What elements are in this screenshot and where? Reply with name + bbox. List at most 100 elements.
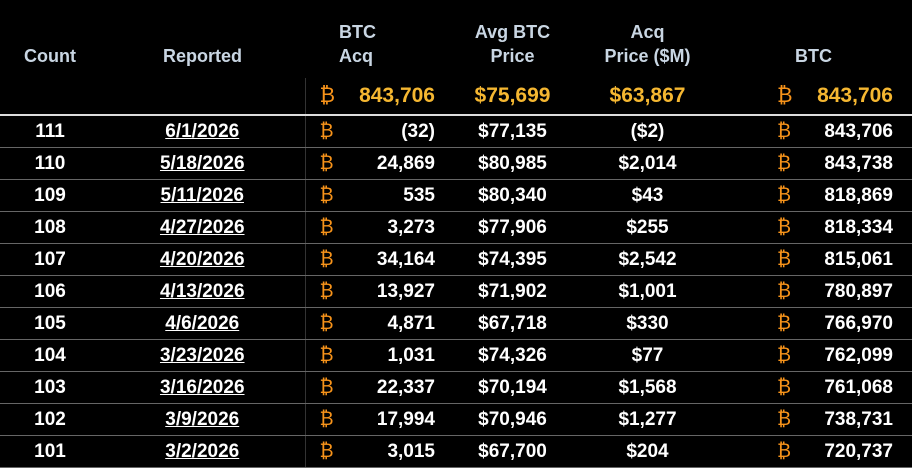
cell-content: ₿ 22,337 <box>320 377 436 399</box>
reported-cell: 4/20/2026 <box>100 243 305 276</box>
reported-link[interactable]: 5/11/2026 <box>160 184 244 206</box>
btc-symbol: ₿ <box>319 280 334 302</box>
avg-price-cell: $70,946 <box>445 403 580 436</box>
data-row: 110 5/18/2026 ₿ 24,869 $80,985 $2,014 ₿ 843,738 <box>0 147 912 180</box>
reported-link[interactable]: 4/6/2026 <box>165 312 240 334</box>
btc-cell: ₿ 720,737 <box>715 435 912 468</box>
count-cell: 111 <box>0 115 100 148</box>
reported-link[interactable]: 6/1/2026 <box>165 120 240 142</box>
btc-acq-cell: ₿ 17,994 <box>304 403 445 436</box>
btc-cell: ₿ 843,706 <box>715 115 912 148</box>
acq-price-cell: $1,001 <box>580 275 715 308</box>
btc-symbol: ₿ <box>777 216 792 238</box>
reported-link[interactable]: 3/23/2026 <box>159 344 245 366</box>
acq-price-cell: $77 <box>580 339 715 372</box>
reported-cell: 5/11/2026 <box>100 179 305 212</box>
btc-cell: ₿ 761,068 <box>715 371 912 404</box>
reported-link[interactable]: 3/9/2026 <box>165 408 240 430</box>
btc-cell: ₿ 843,738 <box>715 147 912 180</box>
cell-content: ₿ 17,994 <box>320 409 436 431</box>
reported-link[interactable]: 3/2/2026 <box>165 440 240 462</box>
btc-symbol: ₿ <box>777 376 792 398</box>
btc-symbol: ₿ <box>319 120 334 142</box>
avg-price-cell: $77,906 <box>445 211 580 244</box>
avg-price-cell: $77,135 <box>445 115 580 148</box>
btc-symbol: ₿ <box>777 440 792 462</box>
btc-acq: 3,015 <box>387 440 435 462</box>
count-cell: 109 <box>0 179 100 212</box>
btc-cell: ₿ 762,099 <box>715 339 912 372</box>
cell-content: ₿ 535 <box>320 185 436 207</box>
btc-acq: 34,164 <box>376 248 435 270</box>
btc-symbol: ₿ <box>319 408 334 430</box>
btc-acq: 4,871 <box>387 312 435 334</box>
btc-acq: 1,031 <box>387 344 435 366</box>
btc-total: 843,706 <box>824 120 893 142</box>
acq-price-cell: $1,277 <box>580 403 715 436</box>
btc-acq-cell: ₿ 24,869 <box>304 147 445 180</box>
reported-link[interactable]: 4/27/2026 <box>159 216 245 238</box>
reported-link[interactable]: 4/13/2026 <box>159 280 245 302</box>
acq-price-cell: $2,014 <box>580 147 715 180</box>
btc-acq: 13,927 <box>376 280 435 302</box>
btc-total: 761,068 <box>824 376 893 398</box>
avg-price-cell: $70,194 <box>445 371 580 404</box>
btc-symbol: ₿ <box>319 440 334 462</box>
acq-price-cell: $255 <box>580 211 715 244</box>
cell-content: ₿ 3,273 <box>320 217 436 239</box>
btc-acq: (32) <box>401 120 435 142</box>
btc-symbol: ₿ <box>777 184 792 206</box>
reported-link[interactable]: 3/16/2026 <box>159 376 245 398</box>
btc-cell: ₿ 815,061 <box>715 243 912 276</box>
acq-price-cell: $330 <box>580 307 715 340</box>
cell-content: ₿ 13,927 <box>320 281 436 303</box>
cell-content: ₿ 818,334 <box>777 217 893 239</box>
btc-acq-cell: ₿ 3,015 <box>304 435 445 468</box>
avg-price-cell: $67,718 <box>445 307 580 340</box>
btc-acq-cell: ₿ 3,273 <box>304 211 445 244</box>
cell-content: ₿ 780,897 <box>777 281 893 303</box>
avg-price-cell: $67,700 <box>445 435 580 468</box>
data-row: 109 5/11/2026 ₿ 535 $80,340 $43 ₿ 818,869 <box>0 179 912 212</box>
btc-total: 843,738 <box>824 152 893 174</box>
btc-total: 818,334 <box>824 216 893 238</box>
count-cell: 102 <box>0 403 100 436</box>
column-header: Avg BTC Price <box>474 22 551 66</box>
reported-link[interactable]: 4/20/2026 <box>159 248 245 270</box>
btc-total: 780,897 <box>824 280 893 302</box>
btc-symbol: ₿ <box>777 312 792 334</box>
reported-cell: 4/27/2026 <box>100 211 305 244</box>
data-row: 103 3/16/2026 ₿ 22,337 $70,194 $1,568 ₿ 761,068 <box>0 371 912 404</box>
btc-acq: 535 <box>403 184 435 206</box>
count-cell: 105 <box>0 307 100 340</box>
btc-acq-cell: ₿ 4,871 <box>304 307 445 340</box>
count-cell: 104 <box>0 339 100 372</box>
count-cell: 101 <box>0 435 100 468</box>
header-row: Count Reported BTC Acq Avg BTC Price Acq Pri… <box>0 0 912 78</box>
cell-content: ₿ 738,731 <box>777 409 893 431</box>
reported-link[interactable]: 5/18/2026 <box>159 152 245 174</box>
cell-content: ₿ 4,871 <box>320 313 436 335</box>
btc-total: 738,731 <box>824 408 893 430</box>
cell-content: ₿ 843,706 <box>320 84 436 108</box>
avg-price-cell: $74,326 <box>445 339 580 372</box>
btc-acq: 3,273 <box>387 216 435 238</box>
btc-symbol: ₿ <box>319 312 334 334</box>
cell-content: ₿ 843,738 <box>777 153 893 175</box>
btc-symbol: ₿ <box>319 344 334 366</box>
btc-acq-cell: ₿ 535 <box>304 179 445 212</box>
btc-symbol: ₿ <box>777 152 792 174</box>
btc-symbol: ₿ <box>319 152 334 174</box>
acq-price-cell: $204 <box>580 435 715 468</box>
column-header: Reported <box>162 46 242 66</box>
data-row: 107 4/20/2026 ₿ 34,164 $74,395 $2,542 ₿ 815,061 <box>0 243 912 276</box>
reported-cell: 4/6/2026 <box>100 307 305 340</box>
btc-acq-cell: ₿ 13,927 <box>304 275 445 308</box>
btc-acq: 22,337 <box>376 376 435 398</box>
btc-total: 720,737 <box>824 440 893 462</box>
count-cell: 106 <box>0 275 100 308</box>
table-body: ₿ 843,706 $75,699 $63,867 ₿ 843,706 111 6/1/202… <box>0 78 912 468</box>
reported-cell: 5/18/2026 <box>100 147 305 180</box>
